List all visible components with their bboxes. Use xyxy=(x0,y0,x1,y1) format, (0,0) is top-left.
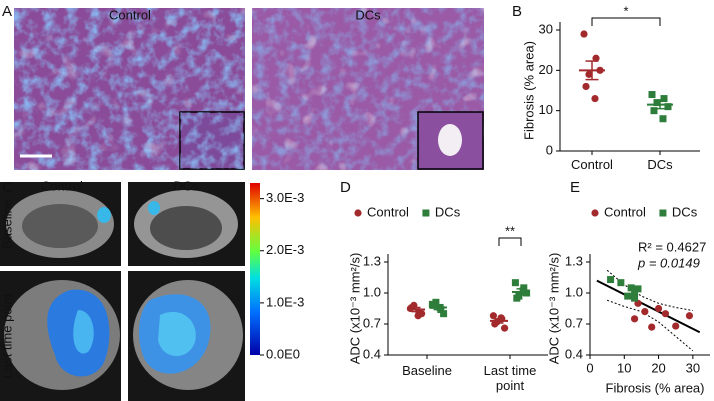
data-point xyxy=(501,324,509,332)
annotation: p = 0.0149 xyxy=(637,255,700,270)
data-point xyxy=(617,279,625,287)
x-tick-label: DCs xyxy=(647,157,673,172)
data-point xyxy=(592,54,600,62)
legend-label: Control xyxy=(604,204,646,219)
y-axis-label: ADC (x10⁻³ mm²/s) xyxy=(546,253,561,365)
x-tick-label: Control xyxy=(571,157,613,172)
legend-marker xyxy=(591,209,599,217)
legend-marker xyxy=(659,209,667,217)
data-point xyxy=(634,285,642,293)
legend-marker xyxy=(354,209,362,217)
y-tick-label: 30 xyxy=(539,21,553,36)
x-axis-label: Fibrosis (% area) xyxy=(606,380,705,395)
legend-label: Control xyxy=(367,204,409,219)
data-point xyxy=(607,276,615,284)
panel-letter: A xyxy=(2,3,12,20)
x-tick-label: 30 xyxy=(686,360,700,375)
colorbar-label: 2.0E-3 xyxy=(266,242,304,257)
y-tick-label: 0.7 xyxy=(363,315,381,330)
image-label: Control xyxy=(41,178,83,193)
image-label: DCs xyxy=(173,178,199,193)
data-point xyxy=(414,312,422,320)
significance-bracket xyxy=(591,17,661,26)
data-point xyxy=(664,103,672,111)
data-point xyxy=(491,320,499,328)
x-tick-label: Baseline xyxy=(402,363,452,378)
y-tick-label: 0.4 xyxy=(363,346,381,361)
data-point xyxy=(591,94,599,103)
colorbar-label: 1.0E-3 xyxy=(266,294,304,309)
data-point xyxy=(660,95,668,103)
y-tick-label: 1.0 xyxy=(363,284,381,299)
annotation: R² = 0.4627 xyxy=(638,239,706,254)
data-point xyxy=(582,82,590,91)
data-point xyxy=(580,30,588,38)
data-point xyxy=(654,304,663,313)
mri-images xyxy=(0,182,260,401)
data-point xyxy=(585,70,593,78)
y-tick-label: 1.3 xyxy=(363,253,381,268)
data-point xyxy=(648,323,656,331)
y-axis-label: Fibrosis (% area) xyxy=(521,41,536,140)
y-tick-label: 1.0 xyxy=(565,284,583,299)
data-point xyxy=(440,310,448,318)
row-label: Last time point xyxy=(0,293,14,378)
legend-label: DCs xyxy=(672,204,698,219)
data-point xyxy=(630,315,639,323)
data-point xyxy=(685,312,694,320)
y-tick-label: 0 xyxy=(546,142,553,157)
data-point xyxy=(661,310,670,318)
data-point xyxy=(624,292,632,300)
row-label: Baseline xyxy=(0,199,14,249)
data-point xyxy=(672,322,680,330)
colorbar-label: 0.0E0 xyxy=(266,346,300,361)
data-point xyxy=(641,308,649,316)
histology-images xyxy=(14,8,484,170)
data-point xyxy=(627,284,635,292)
significance-label: * xyxy=(623,3,628,18)
y-tick-label: 20 xyxy=(539,62,553,77)
y-tick-label: 1.3 xyxy=(565,253,583,268)
y-axis-label: ADC (x10⁻³ mm²/s) xyxy=(347,253,362,365)
panel-letter: B xyxy=(512,3,522,20)
x-tick-label: 0 xyxy=(586,360,593,375)
x-tick-label: Last time point xyxy=(483,363,537,393)
significance-label: ** xyxy=(505,223,515,238)
regression-line xyxy=(596,279,701,334)
data-point xyxy=(659,115,667,123)
y-tick-label: 0.7 xyxy=(565,315,583,330)
x-tick-label: 20 xyxy=(651,360,665,375)
data-point xyxy=(511,279,519,287)
data-point xyxy=(631,289,639,297)
significance-bracket xyxy=(498,237,522,246)
panel-letter: E xyxy=(570,179,580,196)
image-label: DCs xyxy=(355,7,381,22)
legend-label: DCs xyxy=(435,204,461,219)
data-point xyxy=(631,294,639,302)
y-tick-label: 10 xyxy=(539,102,553,117)
data-point xyxy=(519,287,527,295)
x-tick-label: 10 xyxy=(617,360,631,375)
data-point xyxy=(489,312,497,320)
panel-letter: C xyxy=(2,179,13,196)
image-label: Control xyxy=(109,7,151,22)
panel-letter: D xyxy=(340,179,351,196)
confidence-band xyxy=(606,269,693,312)
data-point xyxy=(650,107,658,115)
legend-marker xyxy=(422,209,430,217)
y-tick-label: 0.4 xyxy=(565,346,583,361)
data-point xyxy=(513,294,521,302)
data-point xyxy=(653,99,661,107)
colorbar-label: 3.0E-3 xyxy=(266,190,304,205)
data-point xyxy=(648,91,656,99)
